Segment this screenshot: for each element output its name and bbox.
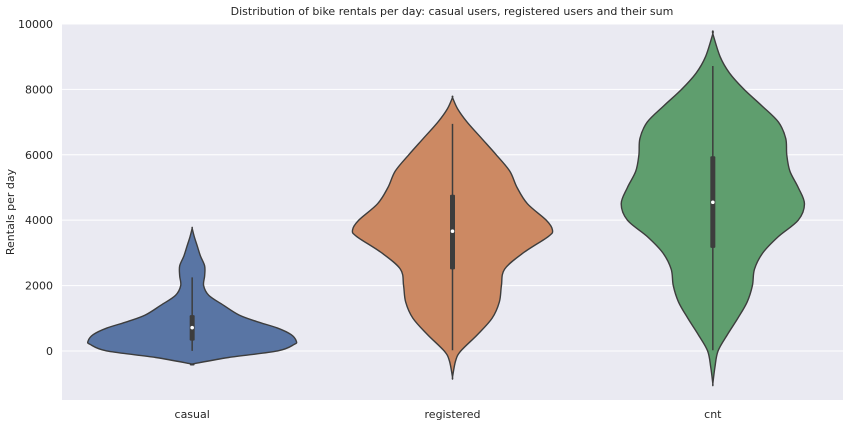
- y-tick-label: 0: [46, 345, 53, 358]
- x-tick-label: casual: [175, 408, 210, 421]
- y-axis-ticks: 0 2000 4000 6000 8000 10000: [18, 18, 53, 358]
- y-tick-label: 10000: [18, 18, 53, 31]
- y-tick-label: 2000: [25, 280, 53, 293]
- violins: [86, 30, 806, 387]
- x-tick-label: registered: [425, 408, 481, 421]
- y-tick-label: 6000: [25, 149, 53, 162]
- median-dot-casual: [190, 325, 194, 330]
- y-axis-label: Rentals per day: [4, 168, 17, 255]
- median-dot-registered: [450, 229, 455, 234]
- x-axis-ticks: casual registered cnt: [175, 408, 723, 421]
- y-tick-label: 4000: [25, 214, 53, 227]
- y-tick-label: 8000: [25, 83, 53, 96]
- median-dot-cnt: [711, 200, 715, 205]
- chart-title: Distribution of bike rentals per day: ca…: [231, 5, 674, 18]
- x-tick-label: cnt: [704, 408, 722, 421]
